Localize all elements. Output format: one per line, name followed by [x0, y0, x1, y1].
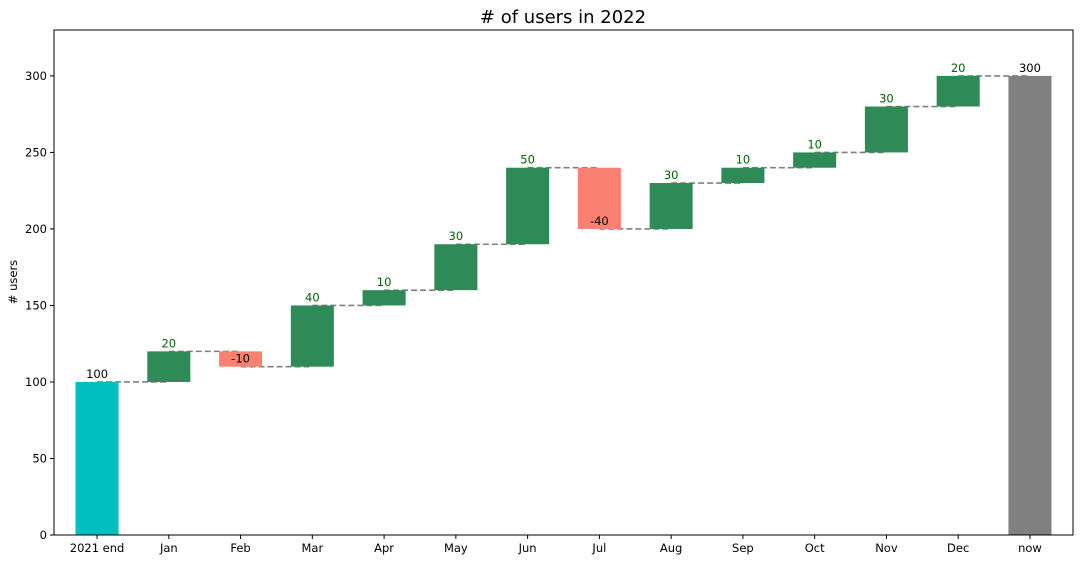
y-axis-label: # users [6, 260, 20, 304]
bar-jan [147, 351, 191, 382]
bar-dec [936, 75, 980, 107]
x-tick-label: Nov [875, 541, 898, 555]
x-tick-label: Mar [301, 541, 323, 555]
x-tick-label: 2021 end [70, 541, 125, 555]
bar-feb [219, 351, 263, 367]
bar-value-label: 10 [736, 153, 751, 167]
bar-jun [506, 167, 550, 245]
bar-oct [793, 152, 837, 168]
bar-jul [577, 167, 621, 229]
bar-value-label: 10 [807, 137, 822, 151]
x-axis: 2021 end Jan Feb Mar Apr May Jun Jul Aug Sep Oct No… [70, 535, 1042, 555]
bar-value-label: 40 [305, 290, 320, 304]
x-tick-label: now [1018, 541, 1042, 555]
x-tick-label: May [444, 541, 468, 555]
x-tick-label: Apr [374, 541, 394, 555]
bar-now [1008, 75, 1052, 535]
bar-value-label: 100 [86, 367, 108, 381]
x-tick-label: Oct [805, 541, 825, 555]
y-tick-label: 0 [40, 528, 47, 542]
bar-value-label: 30 [879, 92, 894, 106]
x-tick-label: Sep [732, 541, 754, 555]
chart-title: # of users in 2022 [480, 7, 646, 28]
y-tick-label: 100 [25, 375, 47, 389]
bar-mar [290, 305, 334, 367]
bar-labels: 100 20 -10 40 10 30 50 -40 30 10 10 30 20 300 [86, 61, 1041, 381]
bar-value-label: 20 [951, 61, 966, 75]
x-tick-label: Aug [660, 541, 682, 555]
bar-aug [649, 183, 693, 229]
plot-frame [53, 29, 1074, 536]
bar-value-label: 30 [449, 229, 464, 243]
bar-sep [721, 167, 765, 184]
bar-value-label: -10 [231, 352, 250, 366]
bar-apr [362, 290, 406, 306]
x-tick-label: Feb [230, 541, 250, 555]
bar-2021-end [75, 381, 119, 535]
y-axis: 0 50 100 150 200 250 300 [25, 69, 54, 542]
bar-value-label: 20 [161, 336, 176, 350]
bar-value-label: 300 [1019, 61, 1041, 75]
y-tick-label: 250 [25, 145, 47, 159]
y-tick-label: 50 [32, 451, 47, 465]
bar-nov [864, 106, 908, 153]
bars [75, 75, 1052, 535]
x-tick-label: Jul [591, 541, 606, 555]
x-tick-label: Jan [159, 541, 178, 555]
bar-value-label: 10 [377, 275, 392, 289]
bar-may [434, 244, 478, 291]
bar-value-label: 30 [664, 168, 679, 182]
x-tick-label: Dec [947, 541, 969, 555]
y-tick-label: 200 [25, 222, 47, 236]
bar-value-label: 50 [520, 153, 535, 167]
bar-value-label: -40 [590, 214, 609, 228]
y-tick-label: 150 [25, 298, 47, 312]
y-tick-label: 300 [25, 69, 47, 83]
x-tick-label: Jun [518, 541, 537, 555]
